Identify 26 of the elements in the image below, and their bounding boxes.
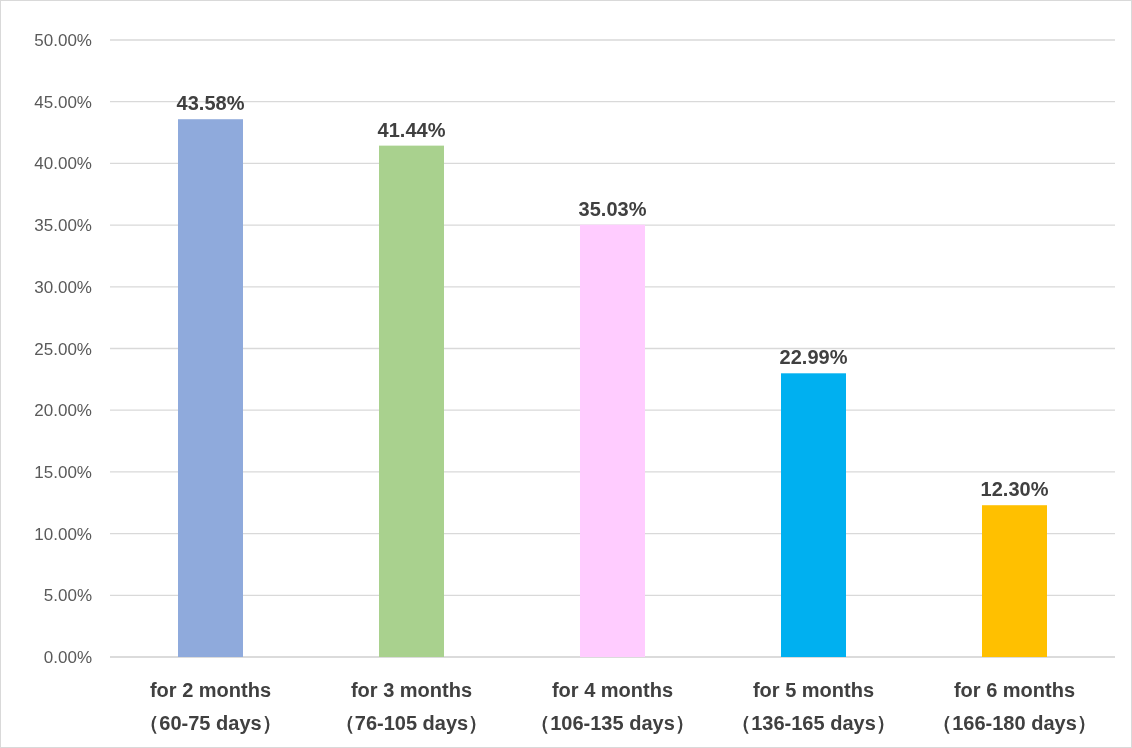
- y-tick-label: 20.00%: [34, 401, 92, 421]
- y-tick-label: 5.00%: [43, 586, 92, 606]
- y-tick-label: 15.00%: [34, 462, 92, 482]
- data-label: 12.30%: [980, 478, 1049, 501]
- y-tick-label: 40.00%: [34, 154, 92, 174]
- x-tick-label: for 3 months （76-105 days）: [334, 679, 489, 734]
- bar: [982, 505, 1047, 657]
- x-tick-label: for 5 months （136-165 days）: [731, 679, 896, 734]
- y-tick-label: 25.00%: [34, 339, 92, 359]
- y-tick-label: 35.00%: [34, 216, 92, 236]
- x-tick-label: for 2 months （60-75 days）: [139, 679, 282, 734]
- bar: [781, 373, 846, 657]
- data-label: 41.44%: [377, 118, 446, 141]
- y-tick-label: 50.00%: [34, 31, 92, 50]
- x-tick-label: for 4 months （106-135 days）: [530, 679, 695, 734]
- data-label: 35.03%: [578, 197, 647, 220]
- data-label: 43.58%: [176, 92, 245, 115]
- y-tick-label: 30.00%: [34, 277, 92, 297]
- y-tick-label: 10.00%: [34, 524, 92, 544]
- bar: [580, 224, 645, 657]
- bar: [178, 119, 243, 657]
- y-tick-label: 45.00%: [34, 92, 92, 112]
- data-label: 22.99%: [779, 346, 848, 369]
- bar: [379, 145, 444, 657]
- x-tick-label: for 6 months （166-180 days）: [932, 679, 1097, 734]
- y-tick-label: 0.00%: [43, 648, 92, 667]
